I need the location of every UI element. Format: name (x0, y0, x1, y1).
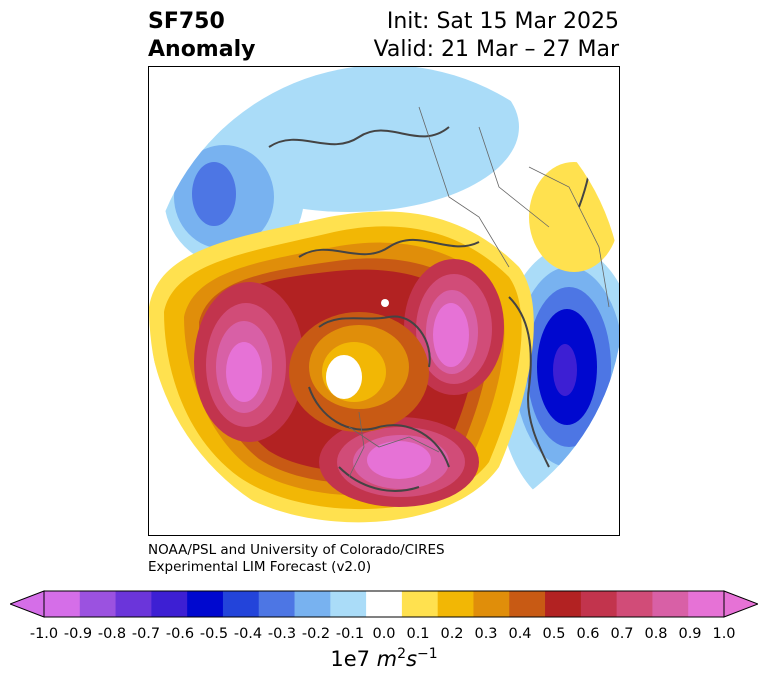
colorbar-units: 1e7 m2s−1 (0, 646, 768, 671)
init-date: Init: Sat 15 Mar 2025 (386, 9, 619, 34)
colorbar-swatch (258, 591, 296, 617)
colorbar-swatch (222, 591, 260, 617)
title-variable: SF750 (148, 9, 225, 34)
credit-text: NOAA/PSL and University of Colorado/CIRE… (148, 542, 445, 576)
colorbar-tick-label: 0.7 (610, 626, 634, 642)
units-exp2: −1 (417, 646, 438, 662)
colorbar-swatch (616, 591, 653, 617)
colorbar-tick-label: -0.4 (233, 626, 263, 642)
colorbar-tick-label: -0.8 (97, 626, 127, 642)
colorbar-tick-label: -0.5 (199, 626, 229, 642)
colorbar-ticks: -1.0 -0.9 -0.8 -0.7 -0.6 -0.5 -0.4 -0.3 -0.2 -0.1… (0, 626, 768, 646)
colorbar-swatch (366, 591, 403, 617)
colorbar-swatch (330, 591, 367, 617)
colorbar-extend-high (723, 590, 758, 618)
title-kind: Anomaly (148, 37, 256, 62)
colorbar-swatch (151, 591, 188, 617)
map-panel (148, 66, 620, 536)
arctic-region (289, 312, 429, 432)
colorbar-tick-label: 1.0 (712, 626, 736, 642)
credit-line-2: Experimental LIM Forecast (v2.0) (148, 559, 372, 575)
positive-anomaly-centers (194, 259, 504, 507)
map-title: SF750 Anomaly (148, 8, 255, 64)
borders (348, 106, 610, 478)
colorbar-tick-label: 0.5 (542, 626, 566, 642)
colorbar-tick-label: -0.6 (165, 626, 195, 642)
colorbar-swatch (473, 591, 510, 617)
colorbar-tick-label: -0.9 (63, 626, 93, 642)
colorbar (10, 590, 758, 618)
colorbar-swatch (652, 591, 689, 617)
colorbar-tick-label: 0.0 (372, 626, 396, 642)
colorbar-swatch (115, 591, 152, 617)
colorbar-tick-label: -1.0 (29, 626, 59, 642)
valid-range: Valid: 21 Mar – 27 Mar (373, 37, 619, 62)
colorbar-swatch (545, 591, 582, 617)
colorbar-tick-label: 0.8 (644, 626, 668, 642)
colorbar-swatch (44, 591, 81, 617)
colorbar-tick-label: 0.6 (576, 626, 600, 642)
units-prefix: 1e7 (330, 647, 370, 671)
colorbar-tick-label: -0.3 (267, 626, 297, 642)
colorbar-outline (43, 590, 725, 618)
colorbar-tick-label: 0.9 (678, 626, 702, 642)
colorbar-tick-label: 0.1 (406, 626, 430, 642)
credit-line-1: NOAA/PSL and University of Colorado/CIRE… (148, 542, 445, 558)
colorbar-swatch (79, 591, 117, 617)
units-var: m (376, 647, 398, 671)
colorbar-swatch (401, 591, 439, 617)
colorbar-swatch (509, 591, 546, 617)
colorbar-tick-label: -0.1 (335, 626, 365, 642)
anomaly-map (149, 67, 619, 523)
colorbar-tick-label: 0.4 (508, 626, 532, 642)
colorbar-swatch (437, 591, 474, 617)
colorbar-swatch (688, 591, 725, 617)
colorbar-swatch (187, 591, 224, 617)
colorbar-tick-label: -0.7 (131, 626, 161, 642)
units-exp1: 2 (397, 646, 407, 662)
forecast-dates: Init: Sat 15 Mar 2025 Valid: 21 Mar – 27… (374, 8, 619, 64)
colorbar-swatch (294, 591, 331, 617)
positive-anomaly-east (529, 162, 619, 272)
colorbar-swatch (580, 591, 618, 617)
units-var2: s (406, 647, 418, 671)
colorbar-tick-label: 0.2 (440, 626, 464, 642)
colorbar-extend-low (10, 590, 45, 618)
colorbar-tick-label: -0.2 (301, 626, 331, 642)
colorbar-tick-label: 0.3 (474, 626, 498, 642)
pole-marker (381, 299, 389, 307)
